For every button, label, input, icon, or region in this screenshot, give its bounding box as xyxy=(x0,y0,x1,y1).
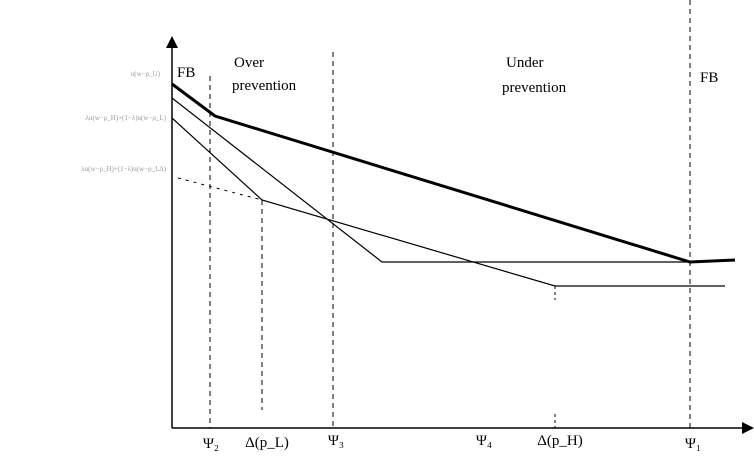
y-label-lower: λu(w−ρ_H)+(1−λ)u(w−ρ_L∆) xyxy=(81,165,166,173)
thin-steep-curve xyxy=(171,97,690,263)
y-label-top: u(w−ρ_U) xyxy=(131,70,161,78)
tick-label-delta-ph: Δ(p_H) xyxy=(537,433,582,449)
region-label-under-1: Under xyxy=(506,55,544,71)
tick-label-psi4: Ψ₄ xyxy=(476,433,492,449)
region-label-fb-left: FB xyxy=(177,65,195,81)
tick-label-psi3: Ψ₃ xyxy=(328,433,344,449)
region-label-over-1: Over xyxy=(234,55,264,71)
region-label-over-2: prevention xyxy=(232,78,297,94)
y-label-middle: λu(w−ρ_H)+(1−λ)u(w−ρ_L) xyxy=(86,114,167,122)
region-label-under-2: prevention xyxy=(502,80,567,96)
lower-level-dotted-line xyxy=(177,177,263,201)
tick-label-delta-pl: Δ(p_L) xyxy=(245,435,289,451)
thick-welfare-curve xyxy=(171,82,736,264)
region-label-fb-right: FB xyxy=(700,70,718,86)
tick-label-psi2: Ψ₂ xyxy=(203,436,219,452)
tick-label-psi1: Ψ₁ xyxy=(685,436,701,452)
thin-gentle-curve xyxy=(171,117,725,287)
